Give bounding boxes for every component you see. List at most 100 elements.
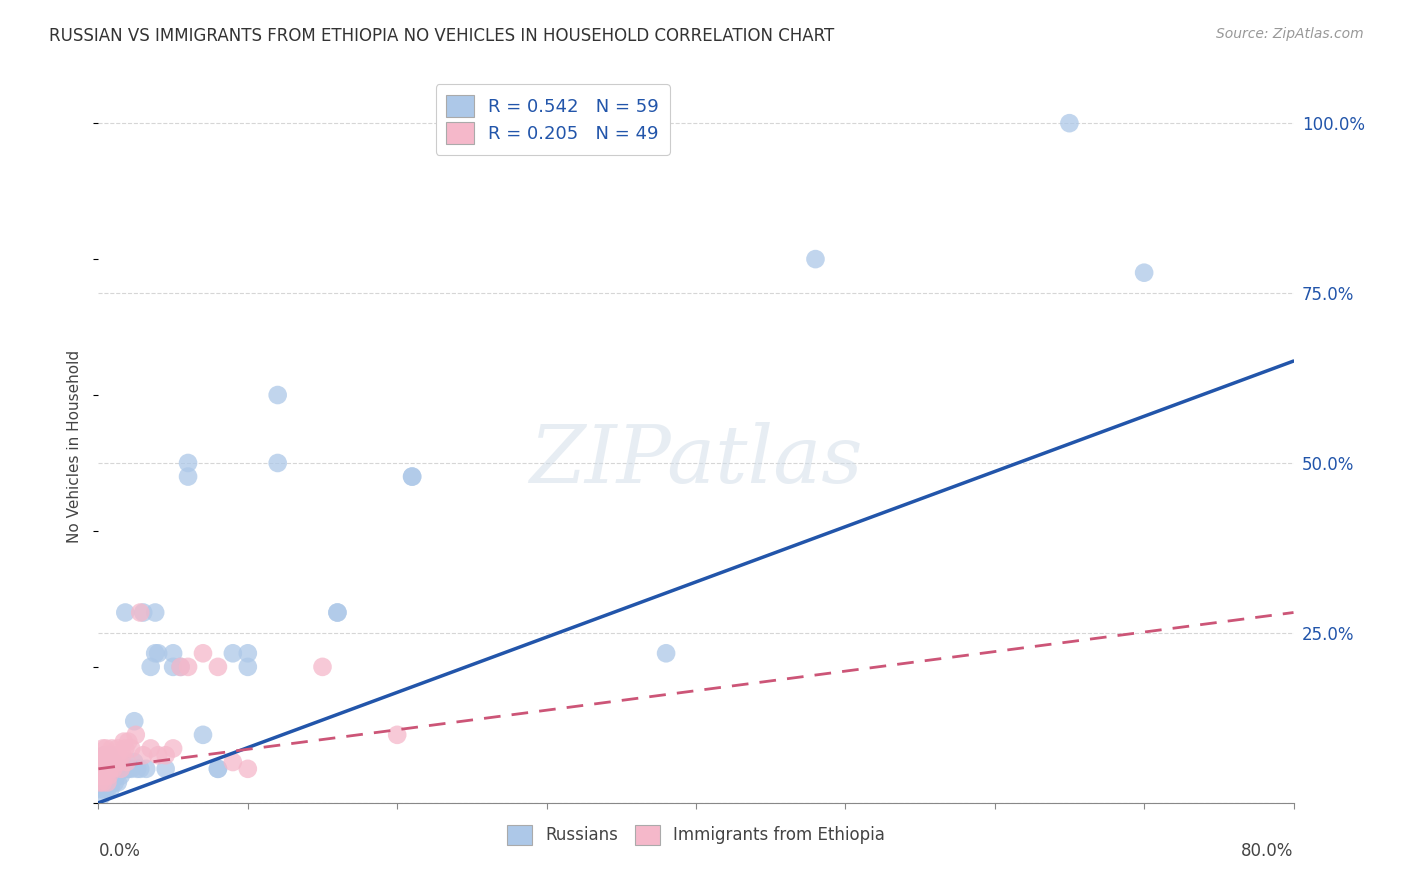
Point bbox=[93, 762, 115, 776]
Point bbox=[101, 775, 124, 789]
Point bbox=[104, 775, 127, 789]
Point bbox=[143, 606, 166, 620]
Point bbox=[129, 762, 152, 776]
Point bbox=[115, 755, 138, 769]
Point bbox=[91, 775, 114, 789]
Point bbox=[104, 755, 127, 769]
Point bbox=[107, 775, 129, 789]
Point bbox=[105, 748, 128, 763]
Point bbox=[98, 748, 122, 763]
Point bbox=[91, 741, 114, 756]
Point bbox=[94, 782, 117, 797]
Point bbox=[311, 660, 333, 674]
Point bbox=[267, 456, 290, 470]
Point bbox=[1133, 266, 1156, 280]
Text: RUSSIAN VS IMMIGRANTS FROM ETHIOPIA NO VEHICLES IN HOUSEHOLD CORRELATION CHART: RUSSIAN VS IMMIGRANTS FROM ETHIOPIA NO V… bbox=[49, 27, 834, 45]
Point bbox=[93, 755, 115, 769]
Point bbox=[91, 769, 114, 783]
Point bbox=[98, 762, 122, 776]
Point bbox=[91, 755, 114, 769]
Point bbox=[124, 714, 146, 729]
Point bbox=[90, 769, 112, 783]
Point bbox=[1059, 116, 1081, 130]
Point bbox=[104, 762, 127, 776]
Point bbox=[117, 734, 139, 748]
Point bbox=[117, 762, 139, 776]
Point bbox=[97, 769, 120, 783]
Point bbox=[96, 775, 118, 789]
Point bbox=[93, 748, 115, 763]
Point bbox=[96, 748, 118, 763]
Point bbox=[124, 755, 146, 769]
Point bbox=[207, 762, 229, 776]
Point bbox=[326, 606, 349, 620]
Point bbox=[91, 775, 114, 789]
Point bbox=[401, 469, 423, 483]
Point bbox=[111, 762, 134, 776]
Point bbox=[91, 782, 114, 797]
Point bbox=[93, 775, 115, 789]
Point bbox=[177, 469, 200, 483]
Point bbox=[97, 755, 120, 769]
Point bbox=[135, 762, 157, 776]
Point bbox=[110, 769, 132, 783]
Point bbox=[89, 762, 111, 776]
Point bbox=[236, 762, 259, 776]
Point bbox=[125, 728, 148, 742]
Point bbox=[120, 741, 142, 756]
Point bbox=[143, 646, 166, 660]
Point bbox=[93, 762, 115, 776]
Point bbox=[90, 755, 112, 769]
Point bbox=[207, 762, 229, 776]
Text: ZIPatlas: ZIPatlas bbox=[529, 422, 863, 499]
Point bbox=[90, 789, 112, 803]
Point bbox=[326, 606, 349, 620]
Point bbox=[89, 762, 111, 776]
Point bbox=[191, 646, 214, 660]
Point bbox=[148, 748, 170, 763]
Point bbox=[97, 775, 120, 789]
Point bbox=[236, 660, 259, 674]
Point bbox=[108, 762, 131, 776]
Point bbox=[103, 762, 125, 776]
Point bbox=[94, 741, 117, 756]
Point bbox=[89, 769, 111, 783]
Point bbox=[115, 762, 138, 776]
Point bbox=[91, 762, 114, 776]
Point bbox=[98, 769, 122, 783]
Point bbox=[169, 660, 191, 674]
Point bbox=[105, 769, 128, 783]
Point bbox=[96, 782, 118, 797]
Point bbox=[103, 748, 125, 763]
Point bbox=[139, 660, 162, 674]
Point bbox=[108, 755, 131, 769]
Point bbox=[101, 762, 124, 776]
Point bbox=[94, 775, 117, 789]
Point bbox=[191, 728, 214, 742]
Point bbox=[101, 741, 124, 756]
Point bbox=[90, 775, 112, 789]
Point bbox=[94, 769, 117, 783]
Point bbox=[132, 748, 155, 763]
Legend: Russians, Immigrants from Ethiopia: Russians, Immigrants from Ethiopia bbox=[501, 818, 891, 852]
Point bbox=[111, 748, 134, 763]
Point bbox=[94, 769, 117, 783]
Point bbox=[222, 646, 245, 660]
Point bbox=[120, 762, 142, 776]
Point bbox=[112, 762, 135, 776]
Point bbox=[401, 469, 423, 483]
Point bbox=[114, 741, 136, 756]
Point bbox=[97, 748, 120, 763]
Point bbox=[93, 748, 115, 763]
Point bbox=[97, 775, 120, 789]
Point bbox=[162, 646, 184, 660]
Point bbox=[112, 734, 135, 748]
Point bbox=[90, 762, 112, 776]
Point bbox=[96, 769, 118, 783]
Point bbox=[110, 762, 132, 776]
Point bbox=[236, 646, 259, 660]
Text: 0.0%: 0.0% bbox=[98, 842, 141, 860]
Point bbox=[97, 755, 120, 769]
Point bbox=[129, 606, 152, 620]
Point bbox=[90, 769, 112, 783]
